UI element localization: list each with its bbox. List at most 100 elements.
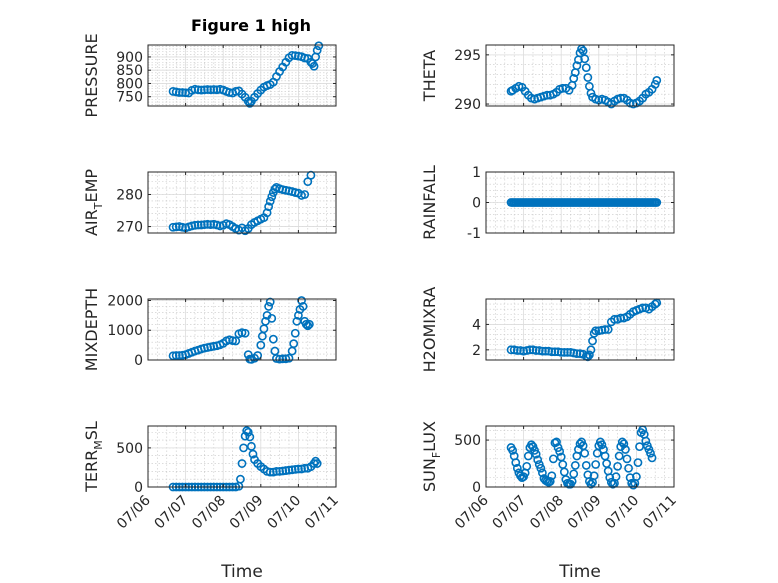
- data-point: [581, 63, 591, 73]
- data-point: [506, 345, 516, 355]
- data-point: [171, 351, 181, 360]
- data-point: [246, 441, 256, 451]
- data-point: [203, 85, 212, 94]
- y-axis-label: TERRMSL: [82, 421, 105, 493]
- data-point: [206, 85, 216, 95]
- data-point: [243, 96, 253, 106]
- data-point: [611, 472, 621, 482]
- data-point: [508, 445, 518, 455]
- data-point: [591, 326, 601, 336]
- data-point: [652, 198, 662, 207]
- axes-box: [147, 298, 337, 361]
- data-point: [168, 351, 178, 361]
- subplot-air: 270 280 AIRTEMP: [82, 169, 337, 236]
- y-axis-label: RAINFALL: [420, 165, 439, 240]
- data-point: [248, 449, 258, 459]
- data-point: [300, 190, 310, 199]
- y-axis-label: THETA: [420, 50, 439, 102]
- data-point: [614, 451, 624, 461]
- axes-box: [147, 44, 337, 107]
- data-point: [597, 440, 607, 450]
- y-tick-label: 290: [454, 97, 481, 113]
- data-point: [586, 88, 596, 98]
- axes-box: [147, 425, 337, 488]
- data-point: [239, 443, 248, 453]
- data-point: [196, 220, 206, 230]
- data-point: [287, 50, 297, 60]
- y-axis-label: H2OMIXRA: [420, 287, 439, 373]
- data-point: [652, 76, 662, 85]
- data-point: [572, 61, 582, 71]
- data-point: [196, 85, 206, 95]
- data-point: [538, 346, 547, 356]
- data-point: [265, 467, 275, 477]
- data-series: [506, 425, 657, 490]
- axes-box: [147, 171, 337, 234]
- data-series: [506, 198, 662, 207]
- y-tick-label: -1: [467, 226, 481, 242]
- data-point: [583, 73, 593, 82]
- data-point: [265, 297, 275, 307]
- data-point: [624, 463, 633, 473]
- data-point: [511, 458, 521, 467]
- figure-title: Figure 1 high: [191, 16, 311, 35]
- data-point: [253, 351, 263, 360]
- data-point: [171, 222, 181, 232]
- data-point: [556, 347, 566, 357]
- data-point: [585, 350, 594, 360]
- data-point: [625, 473, 635, 483]
- subplot-rainfall: -1 0 1 RAINFALL: [420, 165, 675, 242]
- data-point: [600, 325, 610, 334]
- data-point: [563, 347, 572, 357]
- y-tick-label: 0: [472, 480, 481, 496]
- axes-box: [485, 425, 675, 488]
- y-tick-label: 0: [472, 196, 481, 212]
- x-axis-label: Time: [558, 562, 601, 582]
- data-point: [591, 460, 601, 469]
- data-point: [290, 328, 300, 338]
- y-tick-label: 750: [116, 90, 143, 106]
- y-tick-label: 295: [454, 48, 481, 64]
- y-tick-label: 1000: [107, 323, 143, 339]
- y-tick-label: 280: [116, 187, 143, 203]
- data-point: [168, 222, 178, 232]
- data-point: [512, 346, 522, 355]
- subplot-h2omixra: 2 4 H2OMIXRA: [420, 287, 675, 373]
- data-point: [569, 74, 579, 83]
- data-point: [265, 196, 275, 206]
- y-tick-label: 270: [116, 220, 143, 236]
- data-point: [290, 465, 300, 474]
- data-point: [264, 202, 274, 212]
- data-point: [281, 466, 291, 475]
- data-point: [559, 347, 569, 357]
- y-tick-label: 2000: [107, 293, 143, 309]
- data-point: [617, 437, 627, 447]
- data-point: [301, 319, 311, 329]
- data-point: [178, 88, 187, 97]
- data-point: [552, 437, 561, 447]
- data-point: [231, 336, 241, 346]
- data-point: [174, 351, 184, 360]
- data-point: [641, 436, 651, 446]
- data-point: [548, 454, 558, 464]
- data-point: [228, 336, 237, 346]
- data-point: [572, 349, 582, 359]
- data-point: [586, 345, 596, 355]
- data-point: [275, 354, 284, 364]
- data-point: [613, 461, 622, 471]
- data-point: [569, 469, 579, 479]
- y-tick-label: 500: [454, 433, 481, 449]
- data-point: [293, 310, 303, 320]
- data-point: [272, 466, 281, 476]
- data-point: [545, 476, 555, 486]
- data-point: [278, 354, 288, 364]
- data-point: [536, 463, 546, 473]
- data-point: [550, 347, 560, 357]
- axes-box: [485, 298, 675, 361]
- data-point: [580, 448, 590, 458]
- data-point: [264, 302, 274, 311]
- axes-box: [485, 44, 675, 107]
- data-point: [531, 346, 541, 355]
